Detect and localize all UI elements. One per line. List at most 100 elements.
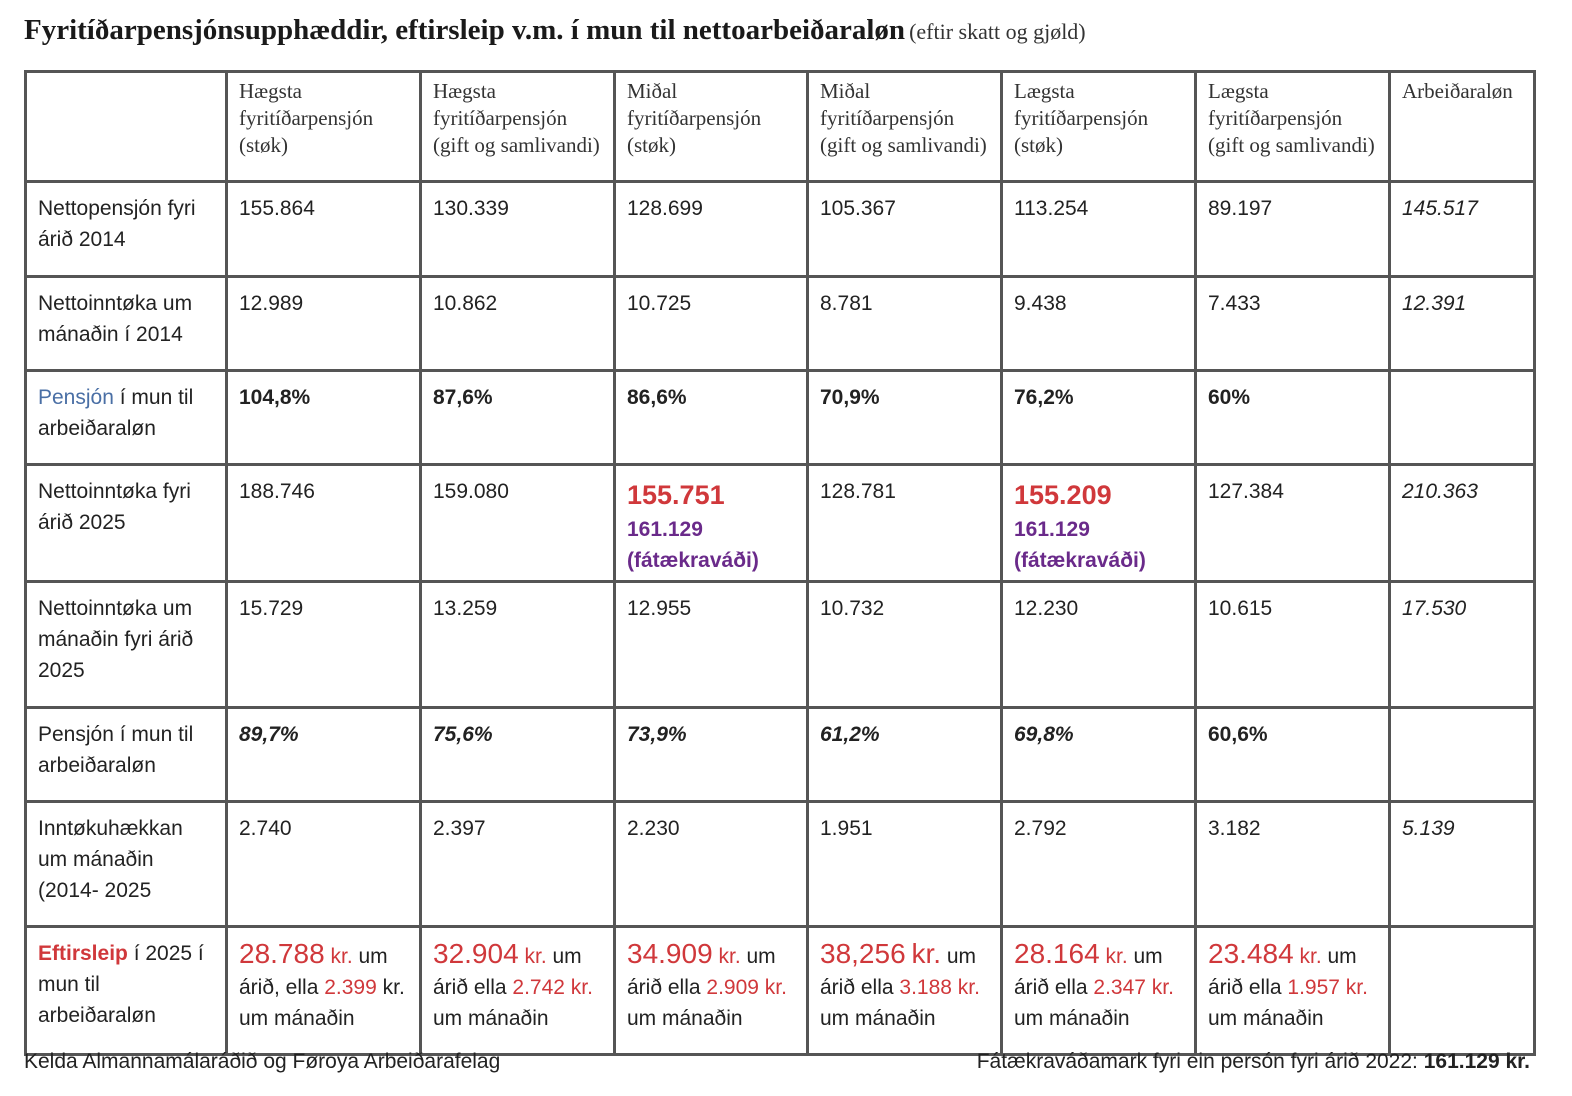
percent-cell: 70,9% — [806, 369, 1003, 466]
table-cell: 10.615 — [1194, 580, 1391, 709]
table-cell: 10.732 — [806, 580, 1003, 709]
kr-unit: kr. — [570, 976, 593, 999]
gap-monthly: 2.347 — [1093, 976, 1146, 999]
table-cell: 3.182 — [1194, 800, 1391, 928]
table-cell: 155.751 161.129 (fátækraváði) — [613, 463, 809, 583]
gap-text: um mánaðin — [627, 1007, 743, 1030]
kr-unit: kr. — [911, 938, 942, 969]
table-cell: 13.259 — [419, 580, 616, 709]
percent-cell: 86,6% — [613, 369, 809, 466]
gap-amount: 23.484 — [1208, 938, 1294, 969]
kr-unit: kr. — [524, 945, 547, 968]
table-cell: 145.517 — [1388, 180, 1536, 278]
gap-text: um mánaðin — [1014, 1007, 1130, 1030]
header-cell: Hægsta fyritíðarpensjón (gift og samliva… — [419, 70, 616, 183]
page-title: Fyritíðarpensjónsupphæddir, eftirsleip v… — [24, 14, 1554, 47]
table-cell: 128.781 — [806, 463, 1003, 583]
table-cell: 113.254 — [1000, 180, 1197, 278]
table-cell: 155.864 — [225, 180, 422, 278]
gap-amount: 38,256 — [820, 938, 906, 969]
gap-monthly: 2.909 — [706, 976, 759, 999]
header-cell: Lægsta fyritíðarpensjón (støk) — [1000, 70, 1197, 183]
row-label: Nettopensjón fyri árið 2014 — [24, 180, 228, 278]
title-main: Fyritíðarpensjónsupphæddir, eftirsleip v… — [24, 14, 906, 46]
gap-cell: 28.788 kr. um árið, ella 2.399 kr. um má… — [225, 925, 422, 1056]
pension-table: Hægsta fyritíðarpensjón (støk) Hægsta fy… — [24, 70, 1536, 1056]
header-cell: Miðal fyritíðarpensjón (støk) — [613, 70, 809, 183]
percent-cell: 87,6% — [419, 369, 616, 466]
gap-monthly: 3.188 — [899, 976, 952, 999]
source-note: Kelda Almannamálaráðið og Føroya Arbeiða… — [24, 1050, 501, 1073]
gap-text: um árið ella — [820, 945, 977, 999]
table-row: Inntøkuhækkan um mánaðin (2014- 2025 2.7… — [24, 800, 1536, 928]
row-label-highlight: Eftirsleip — [38, 942, 128, 965]
table-row: Eftirsleip í 2025 í mun til arbeiðaraløn… — [24, 925, 1536, 1056]
percent-cell: 61,2% — [806, 706, 1003, 803]
table-cell: 12.230 — [1000, 580, 1197, 709]
poverty-note: (fátækraváði) — [627, 549, 759, 572]
gap-text: um mánaðin — [820, 1007, 936, 1030]
row-label: Eftirsleip í 2025 í mun til arbeiðaraløn — [24, 925, 228, 1056]
gap-cell: 23.484 kr. um árið ella 1.957 kr. um mán… — [1194, 925, 1391, 1056]
percent-cell: 75,6% — [419, 706, 616, 803]
header-cell: Hægsta fyritíðarpensjón (støk) — [225, 70, 422, 183]
poverty-value: 161.129 — [1014, 518, 1090, 541]
table-cell: 2.397 — [419, 800, 616, 928]
kr-unit: kr. — [764, 976, 787, 999]
gap-text: um mánaðin — [433, 1007, 549, 1030]
table-cell: 159.080 — [419, 463, 616, 583]
row-label: Pensjón í mun til arbeiðaraløn — [24, 706, 228, 803]
kr-unit: kr. — [1151, 976, 1174, 999]
gap-text: um árið ella — [1208, 945, 1357, 999]
percent-cell: 76,2% — [1000, 369, 1197, 466]
table-cell: 130.339 — [419, 180, 616, 278]
table-cell: 89.197 — [1194, 180, 1391, 278]
poverty-threshold-note: Fátækraváðamark fyri ein persón fyri ári… — [977, 1050, 1530, 1074]
gap-amount: 34.909 — [627, 938, 713, 969]
poverty-note: (fátækraváði) — [1014, 549, 1146, 572]
gap-text: um árið ella — [1014, 945, 1163, 999]
table-cell: 105.367 — [806, 180, 1003, 278]
table-cell: 210.363 — [1388, 463, 1536, 583]
gap-text: kr. um mánaðin — [239, 976, 405, 1030]
header-cell: Miðal fyritíðarpensjón (gift og samlivan… — [806, 70, 1003, 183]
table-cell: 15.729 — [225, 580, 422, 709]
table-cell-empty — [1388, 925, 1536, 1056]
row-label: Nettoinntøka um mánaðin fyri árið 2025 — [24, 580, 228, 709]
table-cell: 7.433 — [1194, 275, 1391, 372]
table-row: Pensjón í mun til arbeiðaraløn 104,8% 87… — [24, 369, 1536, 466]
kr-unit: kr. — [1345, 976, 1368, 999]
table-cell: 2.792 — [1000, 800, 1197, 928]
table-row: Pensjón í mun til arbeiðaraløn 89,7% 75,… — [24, 706, 1536, 803]
kr-unit: kr. — [1105, 945, 1128, 968]
table-cell-empty — [1388, 369, 1536, 466]
table-cell: 2.740 — [225, 800, 422, 928]
table-cell: 12.955 — [613, 580, 809, 709]
percent-cell: 73,9% — [613, 706, 809, 803]
gap-amount: 28.788 — [239, 938, 325, 969]
table-cell: 5.139 — [1388, 800, 1536, 928]
kr-unit: kr. — [1299, 945, 1322, 968]
table-cell: 128.699 — [613, 180, 809, 278]
table-cell-empty — [1388, 706, 1536, 803]
table-cell: 10.862 — [419, 275, 616, 372]
row-label-rest: í mun til arbeiðaraløn — [38, 386, 194, 440]
header-cell: Lægsta fyritíðarpensjón (gift og samliva… — [1194, 70, 1391, 183]
header-cell-empty — [24, 70, 228, 183]
table-cell: 155.209 161.129 (fátækraváði) — [1000, 463, 1197, 583]
row-label: Nettoinntøka fyri árið 2025 — [24, 463, 228, 583]
table-cell: 1.951 — [806, 800, 1003, 928]
percent-cell: 69,8% — [1000, 706, 1197, 803]
highlight-value: 155.751 — [627, 480, 725, 510]
gap-text: um árið ella — [433, 945, 582, 999]
percent-cell: 89,7% — [225, 706, 422, 803]
row-label: Inntøkuhækkan um mánaðin (2014- 2025 — [24, 800, 228, 928]
row-label: Pensjón í mun til arbeiðaraløn — [24, 369, 228, 466]
gap-text: um árið ella — [627, 945, 776, 999]
kr-unit: kr. — [957, 976, 980, 999]
row-label-rest: í 2025 í mun til arbeiðaraløn — [38, 942, 204, 1027]
gap-monthly: 2.399 — [324, 976, 377, 999]
gap-text: um mánaðin — [1208, 1007, 1324, 1030]
table-row: Nettoinntøka um mánaðin í 2014 12.989 10… — [24, 275, 1536, 372]
poverty-threshold-label: Fátækraváðamark fyri ein persón fyri ári… — [976, 1050, 1424, 1073]
